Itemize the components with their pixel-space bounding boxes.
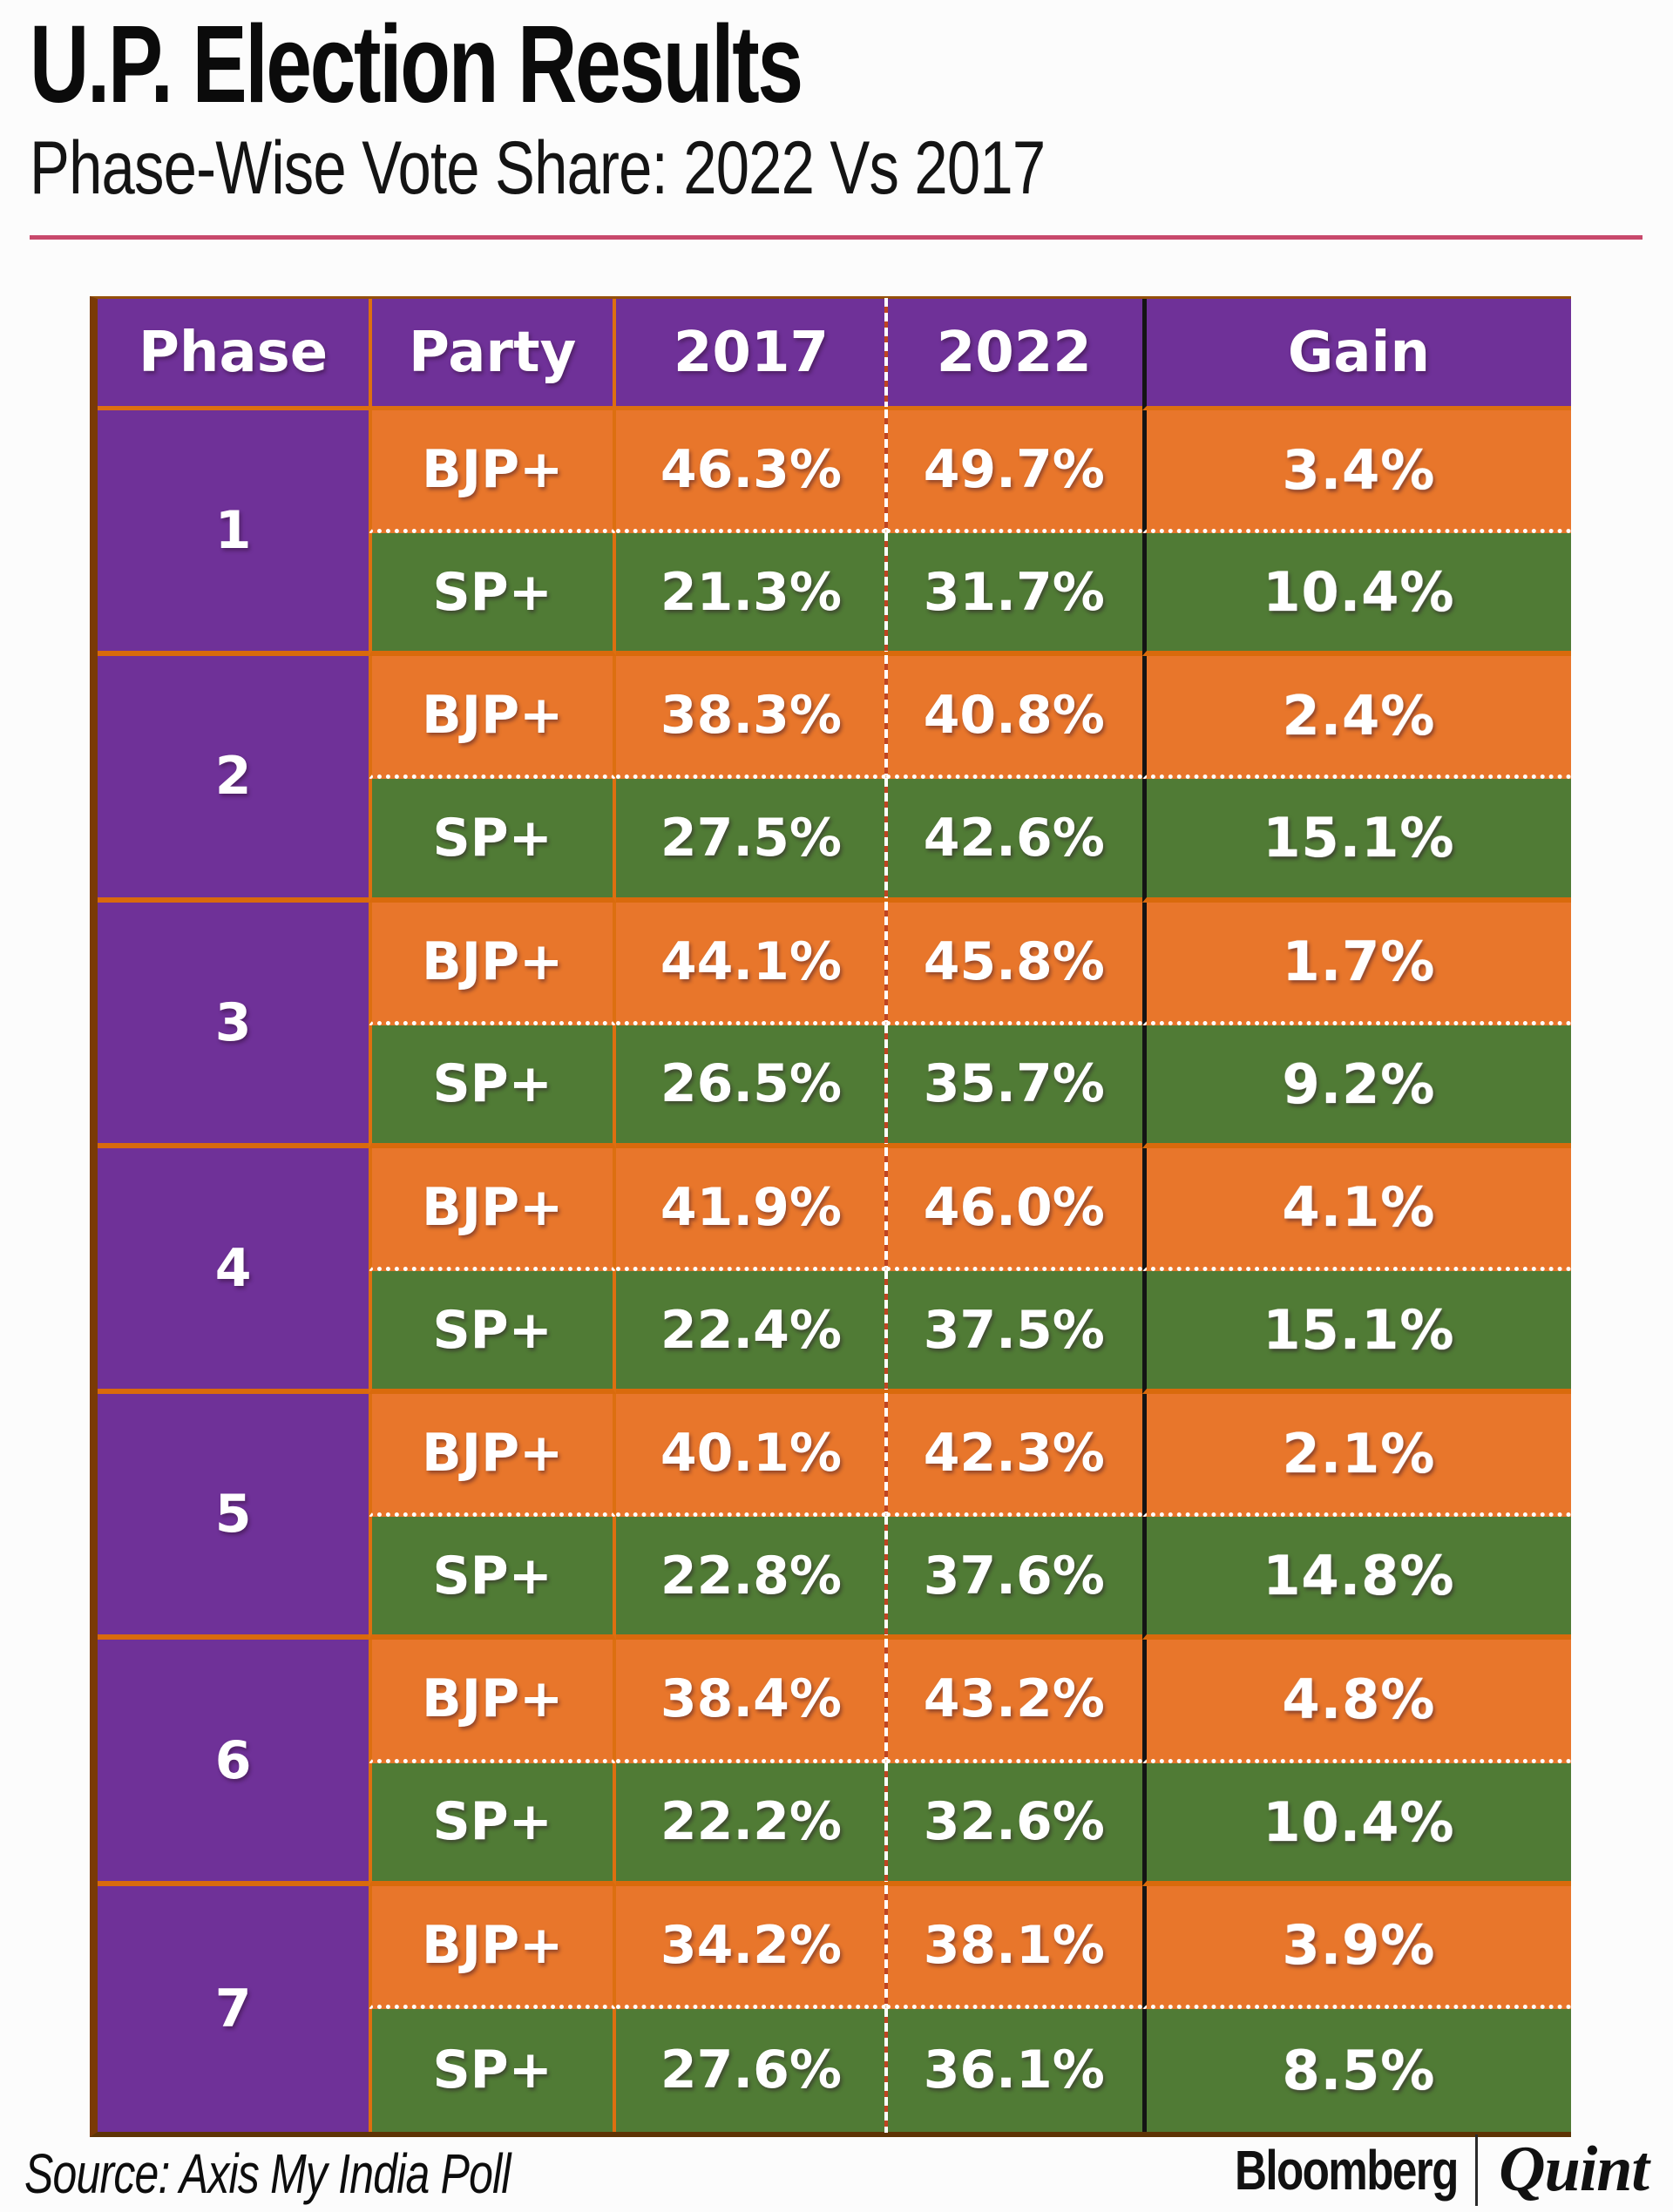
gain-cell: 2.4% <box>1141 656 1571 780</box>
gain-cell: 14.8% <box>1141 1517 1571 1640</box>
page-subtitle: Phase-Wise Vote Share: 2022 Vs 2017 <box>30 126 1046 210</box>
value-2017-cell: 27.5% <box>616 778 889 903</box>
value-2022-cell: 42.6% <box>885 779 1142 903</box>
party-cell: BJP+ <box>369 1885 617 2009</box>
value-2022-cell: 37.5% <box>885 1270 1142 1395</box>
value-2017-cell: 22.4% <box>616 1269 889 1395</box>
phase-cell: 5 <box>98 1394 369 1640</box>
phase-cell: 4 <box>98 1147 369 1395</box>
gain-cell: 10.4% <box>1141 1762 1571 1886</box>
gain-cell: 15.1% <box>1141 779 1571 903</box>
value-2022-cell: 42.3% <box>885 1394 1142 1518</box>
phase-cell: 1 <box>98 410 369 657</box>
party-cell: BJP+ <box>369 1147 617 1271</box>
party-cell: BJP+ <box>369 656 617 780</box>
gain-cell: 8.5% <box>1141 2008 1571 2132</box>
value-2022-cell: 46.0% <box>885 1147 1142 1271</box>
column-header-2017: 2017 <box>616 298 889 410</box>
value-2022-cell: 31.7% <box>885 533 1142 657</box>
value-2022-cell: 37.6% <box>885 1517 1142 1640</box>
quint-logo: Quint <box>1499 2134 1649 2205</box>
party-cell: SP+ <box>369 2008 617 2132</box>
party-cell: BJP+ <box>369 1394 617 1518</box>
gain-cell: 1.7% <box>1141 902 1571 1025</box>
value-2017-cell: 40.1% <box>616 1393 889 1518</box>
value-2017-cell: 38.3% <box>616 655 889 780</box>
value-2017-cell: 38.4% <box>616 1639 889 1763</box>
value-2017-cell: 34.2% <box>616 1884 889 2009</box>
bloomberg-logo: Bloomberg <box>1235 2138 1459 2202</box>
party-cell: SP+ <box>369 533 617 657</box>
column-header-2022: 2022 <box>885 299 1142 410</box>
gain-cell: 3.9% <box>1141 1885 1571 2009</box>
party-cell: SP+ <box>369 1762 617 1886</box>
value-2022-cell: 36.1% <box>885 2008 1142 2132</box>
value-2017-cell: 27.6% <box>616 2007 889 2134</box>
gain-cell: 10.4% <box>1141 533 1571 657</box>
value-2022-cell: 40.8% <box>885 656 1142 780</box>
value-2017-cell: 26.5% <box>616 1024 889 1148</box>
phase-cell: 6 <box>98 1640 369 1886</box>
party-cell: SP+ <box>369 1025 617 1148</box>
column-header-party: Party <box>369 299 617 410</box>
value-2017-cell: 46.3% <box>616 409 889 534</box>
source-note: Source: Axis My India Poll <box>24 2142 511 2205</box>
phase-cell: 3 <box>98 902 369 1148</box>
party-cell: BJP+ <box>369 410 617 534</box>
phase-cell: 2 <box>98 656 369 903</box>
value-2017-cell: 44.1% <box>616 901 889 1025</box>
title-rule <box>30 235 1643 240</box>
brand-divider <box>1475 2134 1479 2206</box>
value-2017-cell: 22.8% <box>616 1516 889 1640</box>
page-title: U.P. Election Results <box>30 3 803 125</box>
value-2017-cell: 21.3% <box>616 532 889 657</box>
value-2022-cell: 43.2% <box>885 1640 1142 1763</box>
column-header-gain: Gain <box>1141 299 1571 410</box>
value-2022-cell: 32.6% <box>885 1762 1142 1886</box>
gain-cell: 15.1% <box>1141 1270 1571 1395</box>
value-2022-cell: 45.8% <box>885 902 1142 1025</box>
value-2022-cell: 35.7% <box>885 1025 1142 1148</box>
gain-cell: 4.8% <box>1141 1640 1571 1763</box>
party-cell: SP+ <box>369 1270 617 1395</box>
gain-cell: 9.2% <box>1141 1025 1571 1148</box>
brand-lockup: Bloomberg Quint <box>1179 2133 1649 2207</box>
vote-share-table: Phase Party 2017 2022 Gain 1 BJP+ 46.3% 49.7% 3.4… <box>90 296 1571 2137</box>
party-cell: BJP+ <box>369 1640 617 1763</box>
value-2017-cell: 22.2% <box>616 1762 889 1886</box>
party-cell: BJP+ <box>369 902 617 1025</box>
column-header-phase: Phase <box>98 299 369 410</box>
value-2022-cell: 38.1% <box>885 1885 1142 2009</box>
party-cell: SP+ <box>369 779 617 903</box>
gain-cell: 3.4% <box>1141 410 1571 534</box>
gain-cell: 2.1% <box>1141 1394 1571 1518</box>
value-2022-cell: 49.7% <box>885 410 1142 534</box>
value-2017-cell: 41.9% <box>616 1147 889 1271</box>
phase-cell: 7 <box>98 1885 369 2132</box>
party-cell: SP+ <box>369 1517 617 1640</box>
gain-cell: 4.1% <box>1141 1147 1571 1271</box>
